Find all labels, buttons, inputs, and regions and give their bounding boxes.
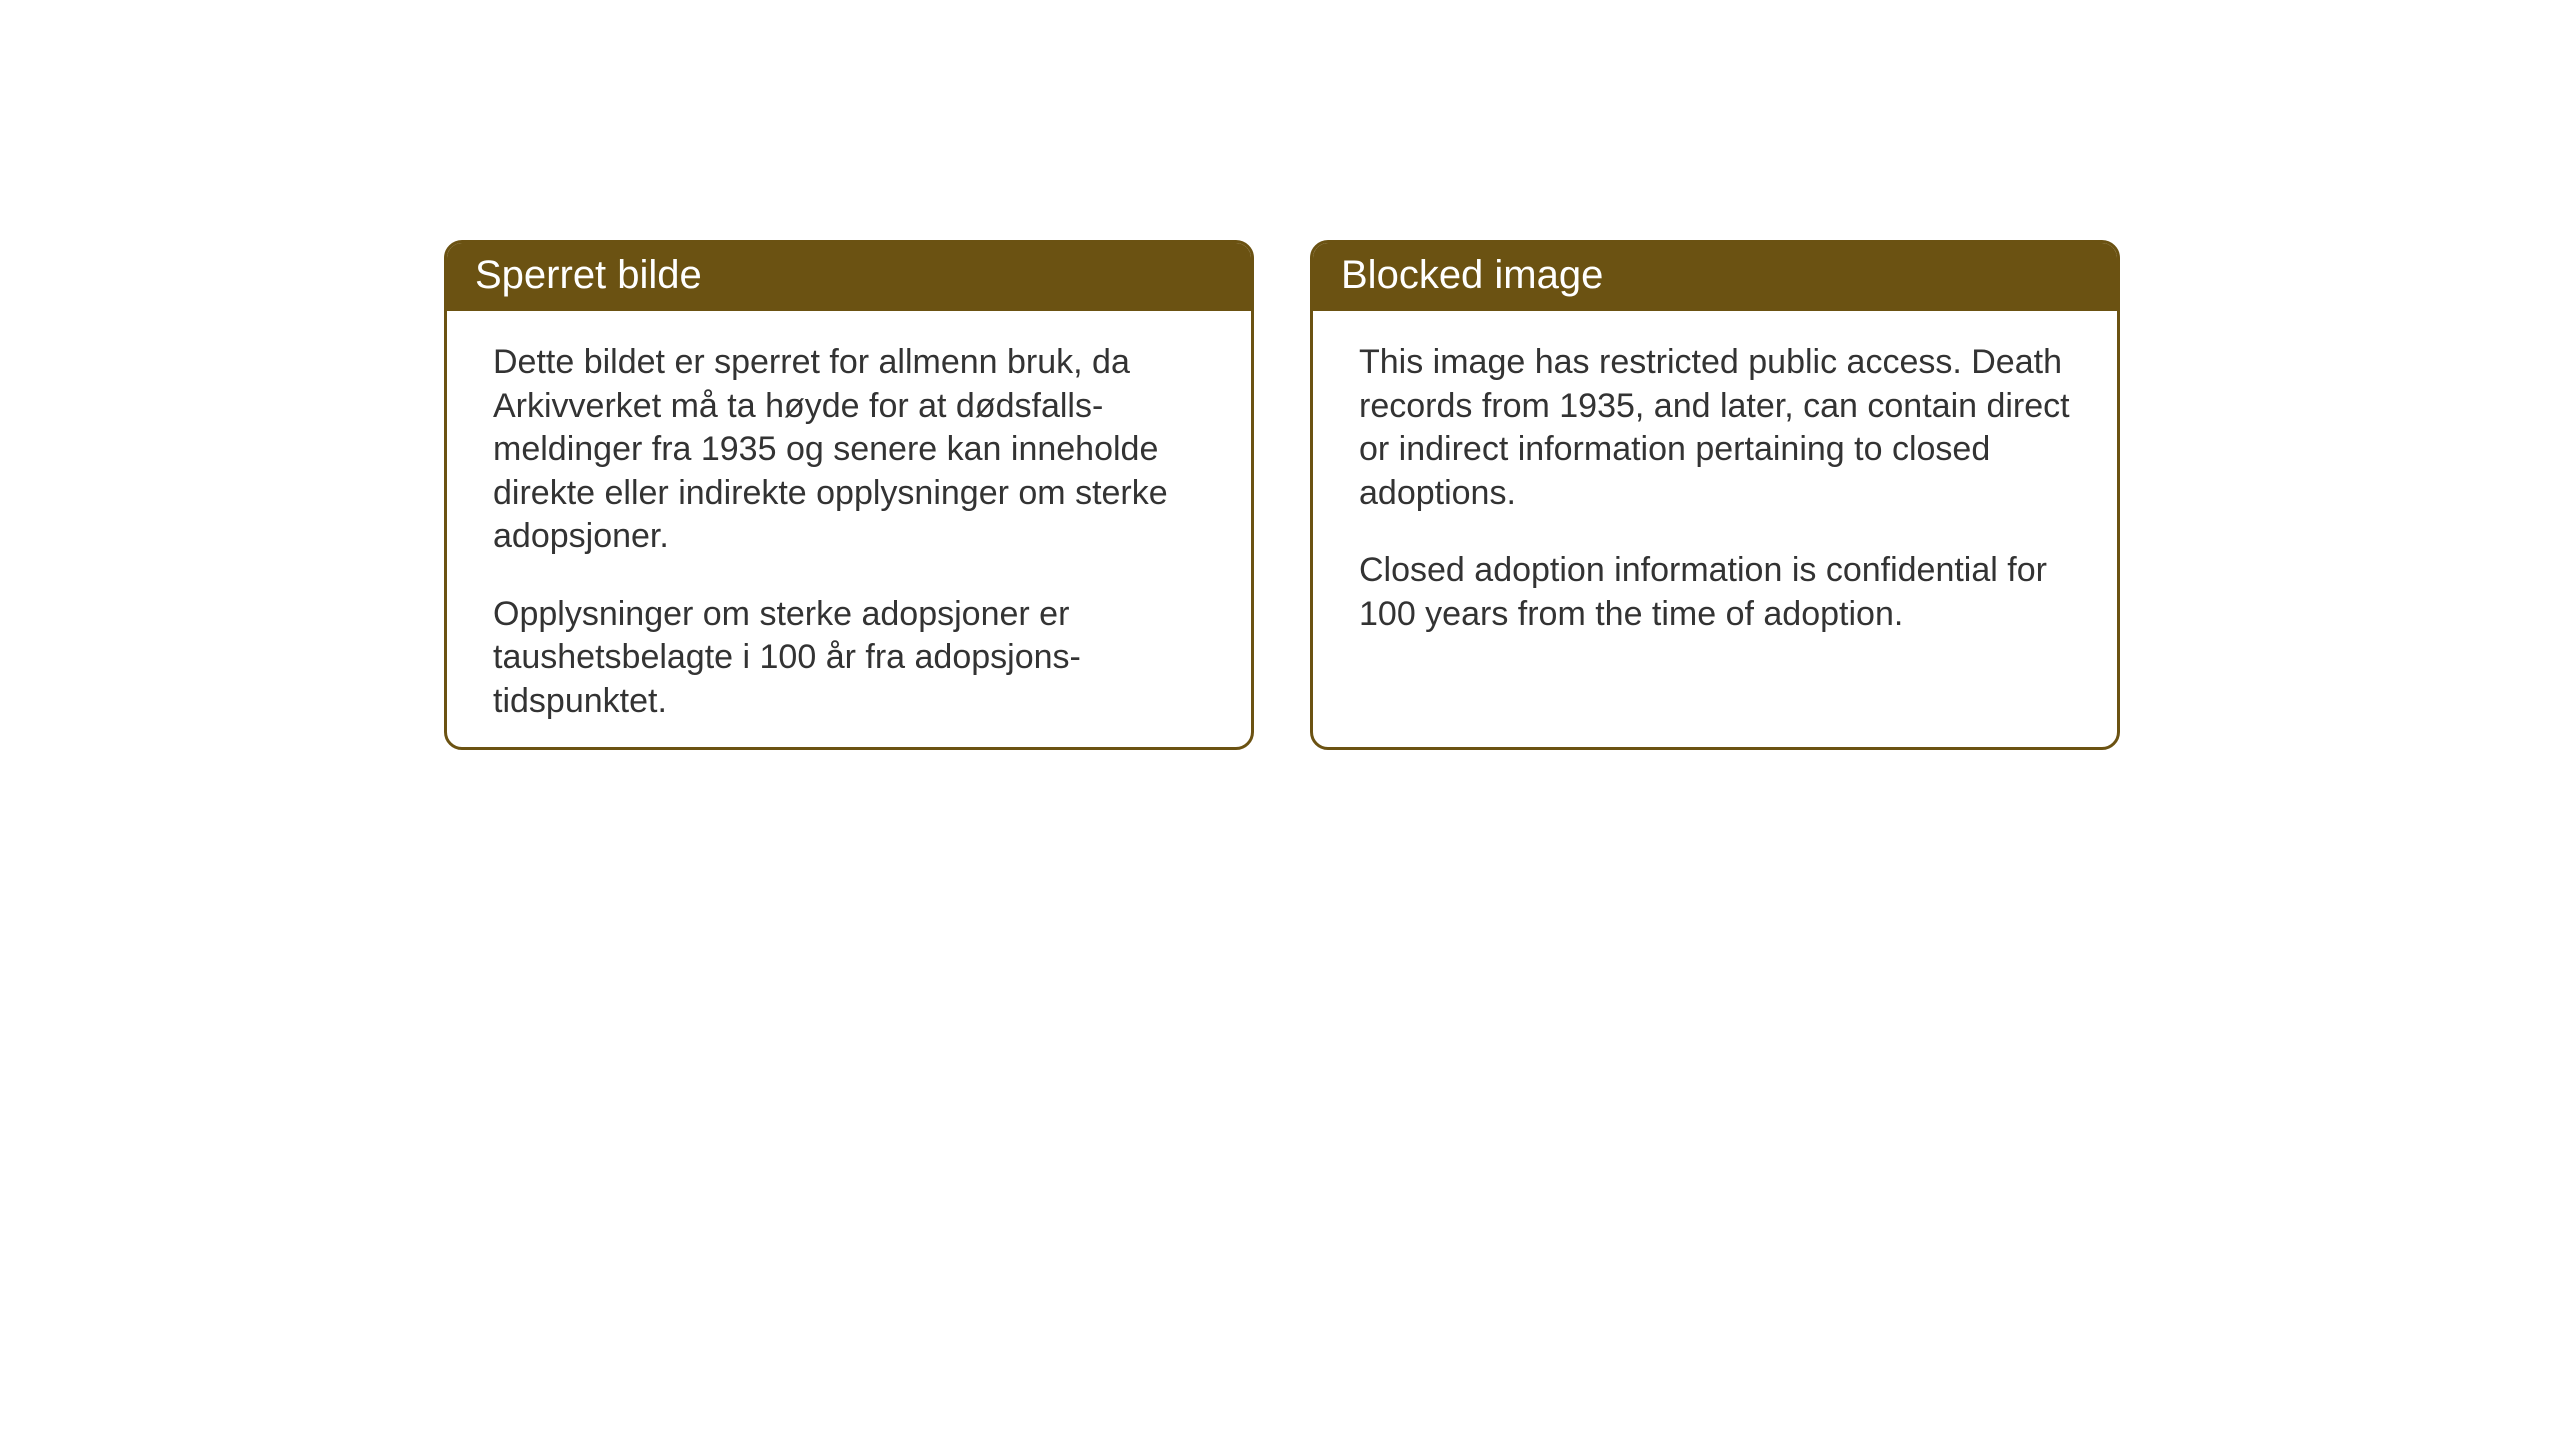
paragraph-norwegian-1: Dette bildet er sperret for allmenn bruk…: [493, 341, 1205, 559]
card-body-norwegian: Dette bildet er sperret for allmenn bruk…: [447, 311, 1251, 750]
card-header-norwegian: Sperret bilde: [447, 243, 1251, 311]
notice-container: Sperret bilde Dette bildet er sperret fo…: [444, 240, 2120, 750]
notice-card-english: Blocked image This image has restricted …: [1310, 240, 2120, 750]
paragraph-english-2: Closed adoption information is confident…: [1359, 549, 2071, 636]
card-body-english: This image has restricted public access.…: [1313, 311, 2117, 676]
card-header-english: Blocked image: [1313, 243, 2117, 311]
paragraph-norwegian-2: Opplysninger om sterke adopsjoner er tau…: [493, 593, 1205, 724]
notice-card-norwegian: Sperret bilde Dette bildet er sperret fo…: [444, 240, 1254, 750]
card-title-english: Blocked image: [1341, 253, 1603, 297]
paragraph-english-1: This image has restricted public access.…: [1359, 341, 2071, 515]
card-title-norwegian: Sperret bilde: [475, 253, 702, 297]
